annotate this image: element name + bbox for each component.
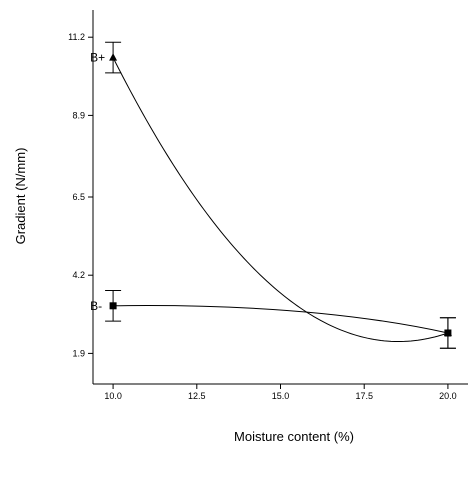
x-tick-label: 15.0 — [272, 391, 290, 401]
series-labels: B+ B- — [90, 51, 105, 313]
y-tick-label: 11.2 — [68, 32, 85, 42]
y-tick-label: 4.2 — [72, 270, 85, 280]
series-label: B+ — [90, 51, 105, 65]
fitted-curves — [112, 57, 449, 343]
square-marker — [109, 302, 117, 310]
x-ticks: 10.0 12.5 15.0 17.5 20.0 — [104, 384, 457, 401]
axes — [92, 10, 468, 385]
y-tick-label: 6.5 — [72, 192, 85, 202]
y-axis-title: Gradient (N/mm) — [13, 148, 28, 245]
x-axis-title: Moisture content (%) — [234, 429, 354, 444]
series-b-plus-curve — [112, 57, 449, 343]
x-tick-label: 12.5 — [188, 391, 206, 401]
data-markers — [109, 53, 452, 337]
series-b-minus-curve — [113, 305, 449, 334]
error-bars — [105, 41, 456, 349]
x-tick-label: 10.0 — [104, 391, 122, 401]
y-tick-label: 8.9 — [72, 110, 85, 120]
triangle-marker — [109, 53, 118, 61]
x-tick-label: 20.0 — [439, 391, 457, 401]
x-tick-label: 17.5 — [355, 391, 373, 401]
y-ticks: 1.9 4.2 6.5 8.9 11.2 — [68, 32, 93, 358]
y-tick-label: 1.9 — [72, 348, 85, 358]
series-label: B- — [90, 299, 102, 313]
square-marker — [444, 329, 452, 337]
